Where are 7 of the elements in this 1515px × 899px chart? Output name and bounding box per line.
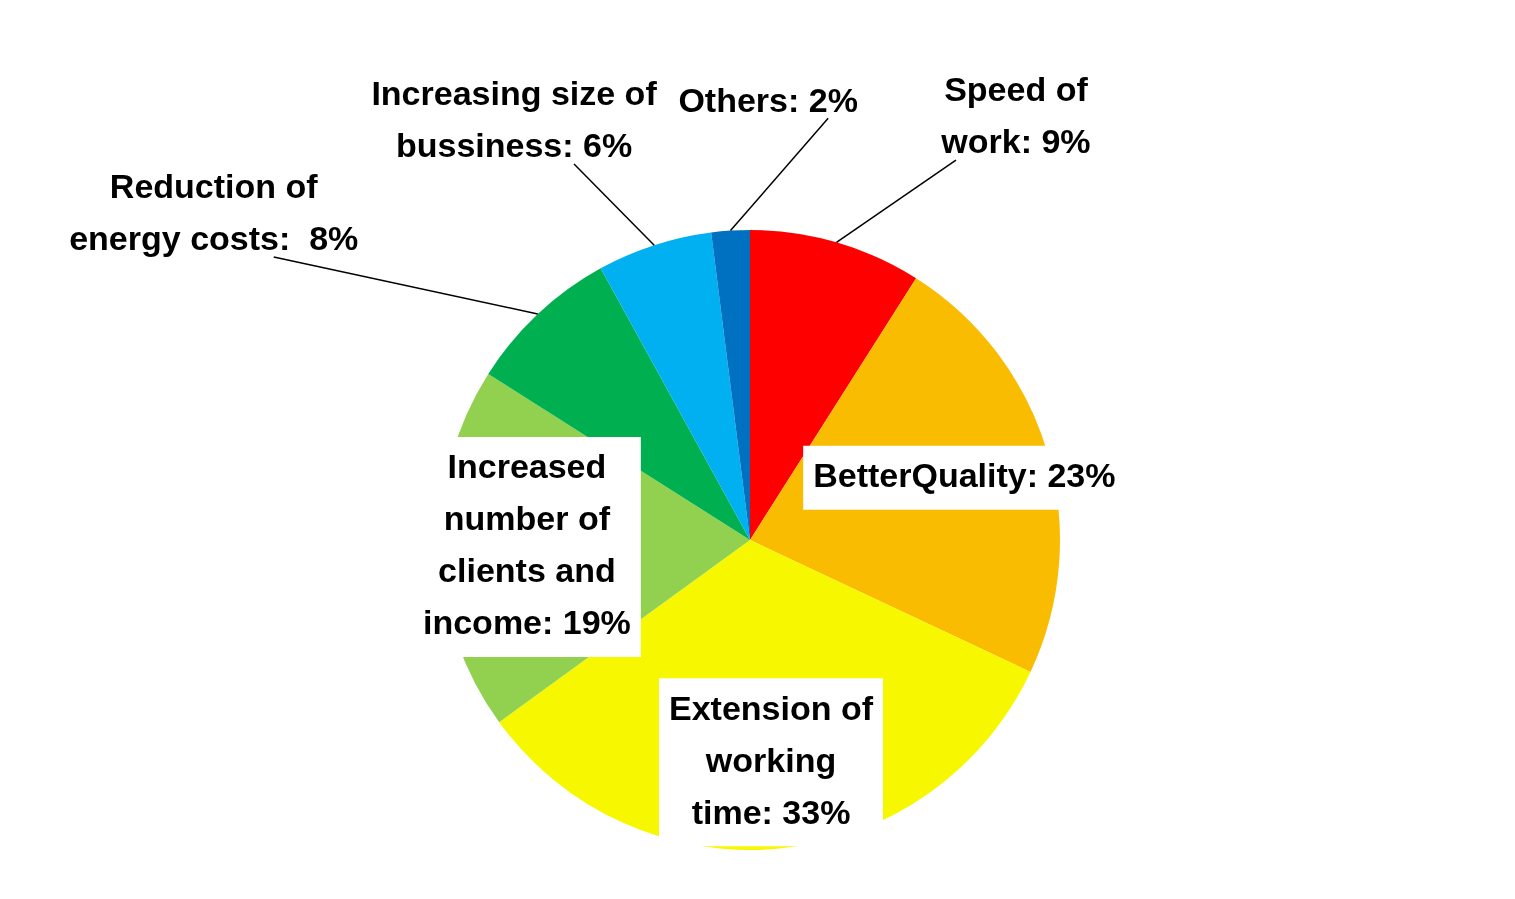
slice-label: BetterQuality: 23% xyxy=(813,456,1116,495)
slice-label: Speed of work: 9% xyxy=(940,70,1091,161)
slice-label: Extension of working time: 33% xyxy=(668,688,874,831)
slice-label: Others: 2% xyxy=(678,80,858,119)
slice-label: Increasing size of bussiness: 6% xyxy=(371,74,658,165)
slice-label: Reduction of energy costs: 8% xyxy=(69,167,359,258)
slice-label: Increased number of clients and income: 19% xyxy=(422,447,631,642)
